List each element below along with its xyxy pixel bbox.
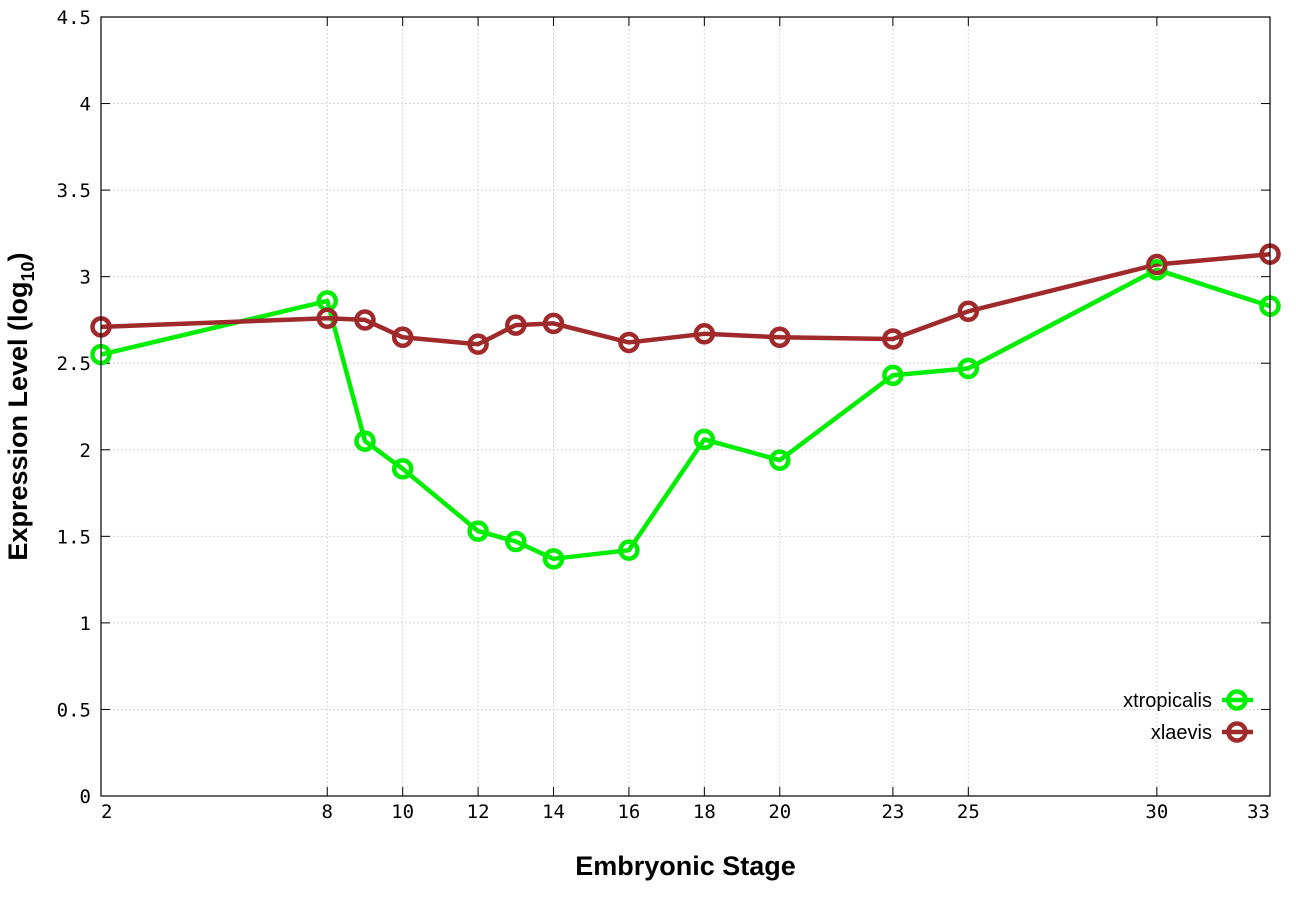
y-axis-title-close: ) [3,252,33,261]
y-tick-label: 3 [80,267,91,289]
x-tick-label: 8 [322,801,333,823]
data-point-xtropicalis [467,520,489,542]
data-point-xtropicalis [769,449,791,471]
legend-label-xlaevis: xlaevis [1151,722,1212,744]
data-point-xlaevis [1146,253,1168,276]
series [90,243,1281,570]
x-tick-label: 33 [1247,801,1270,823]
data-point-xlaevis [467,333,489,355]
x-tick-label: 10 [391,801,414,823]
legend-swatch-marker [1226,721,1248,743]
data-point-xtropicalis [957,357,980,380]
x-tick-label: 23 [881,801,904,823]
data-point-xtropicalis [882,364,904,387]
y-axis-title-main: Expression Level (log [3,281,33,560]
x-axis-title: Embryonic Stage [575,851,796,881]
x-tick-label: 2 [101,801,112,823]
y-tick-label: 2 [80,440,91,462]
data-point-xlaevis [693,323,716,345]
grid [101,17,1270,796]
series-line-xtropicalis [100,267,1271,562]
data-point-xlaevis [316,307,339,329]
data-point-xlaevis [505,314,527,336]
y-tick-label: 2.5 [57,353,91,375]
x-tick-label: 18 [693,801,716,823]
data-point-xtropicalis [354,430,376,452]
x-tick-label: 20 [768,801,791,823]
x-tick-label: 12 [467,801,490,823]
series-line-xlaevis [100,251,1271,347]
x-tick-label: 25 [957,801,980,823]
data-point-xtropicalis [618,539,640,561]
data-point-xlaevis [354,309,376,331]
data-point-xtropicalis [542,548,565,570]
y-axis-title: Expression Level (log10) [3,252,38,560]
data-point-xtropicalis [391,458,414,480]
data-point-xlaevis [957,300,980,323]
y-tick-label: 1.5 [57,526,91,548]
x-tick-label: 16 [617,801,640,823]
data-point-xlaevis [882,328,904,350]
ticks: 0 0.5 1 1.5 2 2.5 3 3.5 4 4.5 2 8 10 12 14 16 18 20 23 25 30… [57,7,1271,823]
legend-label-xtropicalis: xtropicalis [1123,690,1212,712]
data-point-xlaevis [769,326,791,349]
legend-swatch-marker [1226,689,1248,711]
data-point-xtropicalis [693,428,716,451]
y-tick-label: 1 [80,613,91,635]
y-tick-label: 3.5 [57,180,91,202]
legend: xtropicalis xlaevis [1123,689,1253,744]
data-point-xlaevis [618,331,640,354]
y-axis-title-subscript: 10 [18,261,38,281]
data-point-xtropicalis [505,530,527,553]
data-point-xlaevis [391,326,414,349]
y-tick-label: 4.5 [57,7,91,29]
x-tick-label: 14 [542,801,565,823]
data-point-xlaevis [542,312,565,335]
y-tick-label: 0.5 [57,699,91,721]
x-tick-label: 30 [1145,801,1168,823]
y-tick-label: 4 [80,94,91,116]
y-tick-label: 0 [80,786,91,808]
plot-frame [100,16,1271,797]
